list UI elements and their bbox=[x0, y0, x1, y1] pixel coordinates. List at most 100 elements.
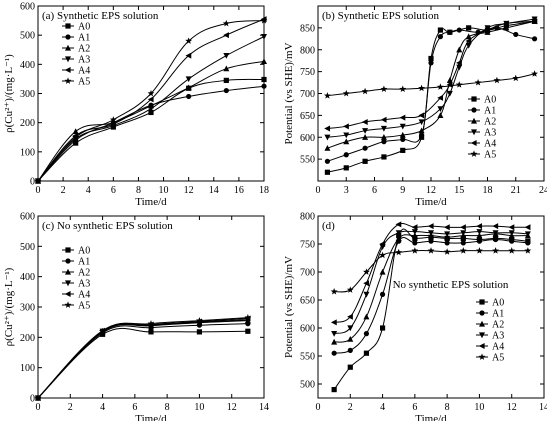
series-A4 bbox=[34, 16, 267, 184]
legend-label: A0 bbox=[484, 95, 496, 106]
data-point bbox=[484, 25, 491, 32]
y-axis-label: ρ(Cu²⁺)/(mg·L⁻¹) bbox=[3, 267, 15, 346]
legend-marker bbox=[64, 291, 71, 297]
y-tick-label: 200 bbox=[20, 118, 35, 129]
legend-label: A3 bbox=[492, 331, 504, 342]
data-point bbox=[347, 336, 354, 342]
legend-item: A1 bbox=[62, 33, 90, 44]
data-point bbox=[110, 121, 116, 128]
data-point bbox=[361, 118, 368, 125]
data-point bbox=[513, 31, 519, 38]
panel-title: (a) Synthetic EPS solution bbox=[42, 10, 159, 22]
legend-item: A2 bbox=[62, 44, 90, 55]
x-tick-label: 12 bbox=[227, 402, 237, 413]
data-point bbox=[324, 158, 331, 164]
x-tick-label: 6 bbox=[111, 185, 116, 196]
data-point bbox=[330, 319, 337, 326]
data-point bbox=[379, 291, 386, 297]
series-A5 bbox=[34, 314, 252, 401]
x-tick-label: 24 bbox=[539, 185, 547, 196]
data-point bbox=[503, 24, 510, 31]
legend-marker bbox=[65, 23, 71, 29]
data-point bbox=[395, 248, 403, 256]
data-point bbox=[380, 85, 388, 93]
data-point bbox=[223, 65, 230, 72]
legend-label: A4 bbox=[78, 66, 90, 77]
panel-b: 0 3 6 9 12 15 18 21 24 550 600 650 700 750 800 850 Time/… bbox=[283, 5, 547, 208]
data-point bbox=[524, 231, 531, 238]
data-point bbox=[148, 106, 154, 112]
data-point bbox=[379, 251, 386, 259]
x-tick-label: 14 bbox=[259, 402, 269, 413]
legend-marker bbox=[471, 107, 477, 113]
x-tick-label: 16 bbox=[234, 185, 244, 196]
data-point bbox=[147, 320, 155, 327]
data-point bbox=[34, 177, 42, 184]
data-point bbox=[395, 230, 402, 236]
x-tick-label: 2 bbox=[61, 185, 66, 196]
data-point bbox=[363, 313, 370, 320]
data-point bbox=[363, 350, 370, 356]
legend-label: A1 bbox=[78, 33, 90, 44]
data-point bbox=[324, 144, 331, 151]
x-tick-label: 10 bbox=[194, 402, 204, 413]
series-A3 bbox=[35, 317, 251, 402]
data-point bbox=[411, 232, 418, 239]
x-axis-label: Time/d bbox=[135, 196, 167, 208]
data-point bbox=[459, 247, 467, 254]
legend-label: A2 bbox=[78, 44, 90, 55]
legend-label: A3 bbox=[78, 279, 90, 290]
data-point bbox=[418, 112, 425, 119]
data-point bbox=[460, 240, 466, 246]
panel-d: 0 2 4 6 8 10 12 14 500 550 600 650 700 750 800 Time/d Po… bbox=[283, 212, 547, 421]
x-tick-label: 18 bbox=[483, 185, 493, 196]
legend-marker bbox=[478, 343, 485, 349]
data-point bbox=[361, 87, 369, 95]
data-point bbox=[411, 224, 418, 231]
data-point bbox=[261, 58, 267, 65]
data-point bbox=[379, 241, 386, 247]
legend-item: A0 bbox=[62, 22, 90, 33]
series-A3 bbox=[324, 16, 538, 141]
data-point bbox=[465, 38, 472, 44]
series-line bbox=[327, 20, 535, 129]
data-point bbox=[244, 314, 252, 321]
legend-marker bbox=[471, 117, 477, 124]
legend-marker bbox=[65, 268, 71, 275]
x-tick-label: 6 bbox=[412, 402, 417, 413]
data-point bbox=[380, 125, 387, 132]
x-tick-label: 8 bbox=[165, 402, 170, 413]
legend-label: A2 bbox=[492, 320, 504, 331]
data-point bbox=[400, 147, 406, 153]
series-line bbox=[327, 20, 535, 149]
legend-marker bbox=[471, 96, 477, 102]
data-point bbox=[381, 139, 387, 145]
data-point bbox=[331, 350, 337, 356]
data-point bbox=[223, 52, 230, 59]
data-point bbox=[323, 92, 331, 99]
data-point bbox=[72, 128, 79, 135]
series-A1 bbox=[324, 25, 538, 164]
x-axis-label: Time/d bbox=[135, 413, 167, 421]
y-axis-label: Potential (vs SHE)/mV bbox=[283, 256, 295, 358]
legend-item: A5 bbox=[468, 150, 496, 161]
data-point bbox=[466, 25, 472, 31]
data-point bbox=[492, 247, 499, 254]
data-point bbox=[343, 138, 350, 145]
data-point bbox=[476, 247, 483, 254]
data-point bbox=[363, 268, 370, 275]
data-point bbox=[460, 235, 466, 241]
data-point bbox=[347, 347, 353, 353]
x-tick-label: 6 bbox=[372, 185, 377, 196]
x-tick-label: 0 bbox=[316, 185, 321, 196]
y-tick-label: 400 bbox=[20, 272, 35, 283]
data-point bbox=[223, 32, 229, 39]
series-line bbox=[37, 60, 265, 182]
series-A2 bbox=[35, 317, 251, 401]
y-tick-label: 550 bbox=[300, 352, 315, 363]
data-point bbox=[363, 331, 370, 337]
data-point bbox=[260, 16, 268, 24]
y-tick-label: 500 bbox=[20, 31, 35, 42]
data-point bbox=[379, 268, 386, 275]
